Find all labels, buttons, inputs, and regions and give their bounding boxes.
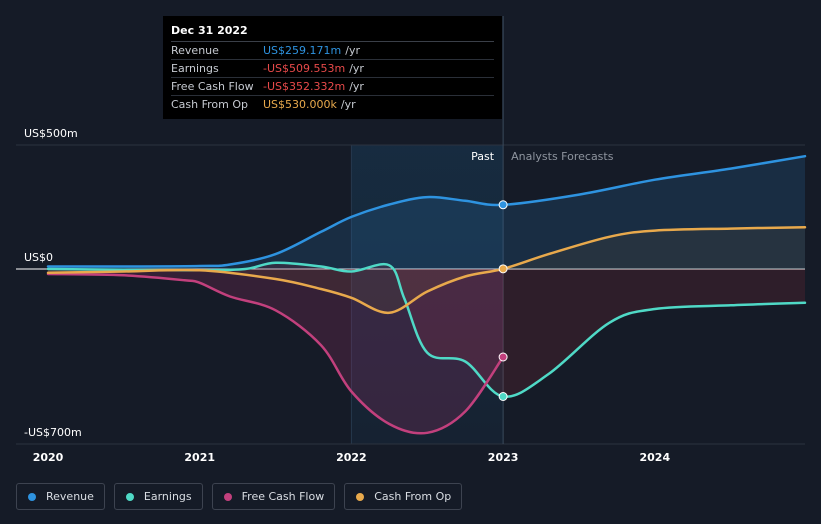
tooltip-unit: /yr bbox=[340, 98, 356, 111]
cash-from-op-line bbox=[46, 226, 807, 315]
revenue-dot-icon bbox=[28, 492, 36, 501]
legend-item-cash-from-op[interactable]: Cash From Op bbox=[344, 483, 463, 510]
earnings-marker[interactable] bbox=[498, 392, 508, 401]
tooltip-value: -US$352.332m bbox=[263, 80, 346, 93]
legend-label: Revenue bbox=[46, 490, 94, 503]
legend: Revenue Earnings Free Cash Flow Cash Fro… bbox=[16, 483, 471, 512]
tooltip-unit: /yr bbox=[349, 80, 364, 93]
free-cash-flow-line bbox=[46, 272, 505, 435]
earnings-line bbox=[46, 261, 807, 398]
earnings-dot-icon bbox=[125, 492, 134, 501]
revenue-area bbox=[48, 156, 805, 269]
tooltip-unit: /yr bbox=[345, 44, 360, 57]
x-tick-label: 2020 bbox=[33, 451, 64, 464]
tooltip-row-revenue: Revenue US$259.171m /yr bbox=[171, 42, 494, 60]
earnings-area bbox=[48, 262, 805, 397]
x-tick-label: 2024 bbox=[640, 451, 671, 464]
x-tick-label: 2022 bbox=[336, 451, 367, 464]
y-tick-label: US$500m bbox=[24, 127, 78, 140]
tooltip-label: Earnings bbox=[171, 62, 219, 75]
legend-item-revenue[interactable]: Revenue bbox=[16, 483, 105, 510]
revenue-marker[interactable] bbox=[498, 200, 508, 210]
free-cash-flow-area bbox=[48, 269, 504, 434]
free-cash-flow-dot-icon bbox=[223, 492, 232, 501]
tooltip-value: US$259.171m bbox=[263, 44, 342, 57]
tooltip-value: US$530.000k bbox=[263, 98, 337, 111]
legend-item-earnings[interactable]: Earnings bbox=[113, 483, 203, 510]
revenue-line bbox=[46, 154, 807, 268]
tooltip-row-free-cash-flow: Free Cash Flow -US$352.332m /yr bbox=[171, 78, 494, 96]
tooltip-row-earnings: Earnings -US$509.553m /yr bbox=[171, 60, 494, 78]
tooltip-label: Free Cash Flow bbox=[171, 80, 254, 93]
tooltip-date: Dec 31 2022 bbox=[171, 24, 494, 42]
cash-from-op-area bbox=[48, 227, 805, 313]
legend-label: Cash From Op bbox=[374, 490, 452, 503]
x-tick-label: 2021 bbox=[184, 451, 215, 464]
x-tick-label: 2023 bbox=[488, 451, 519, 464]
y-tick-label: -US$700m bbox=[24, 426, 82, 439]
tooltip-label: Revenue bbox=[171, 44, 219, 57]
tooltip-row-cash-from-op: Cash From Op US$530.000k /yr bbox=[171, 96, 494, 113]
free-cash-flow-marker[interactable] bbox=[498, 352, 508, 362]
legend-item-free-cash-flow[interactable]: Free Cash Flow bbox=[211, 483, 336, 510]
legend-label: Earnings bbox=[143, 490, 192, 503]
tooltip-unit: /yr bbox=[349, 62, 364, 75]
y-tick-label: US$0 bbox=[24, 251, 53, 264]
tooltip-value: -US$509.553m bbox=[263, 62, 346, 75]
tooltip: Dec 31 2022 Revenue US$259.171m /yr Earn… bbox=[163, 16, 502, 119]
forecast-label: Analysts Forecasts bbox=[511, 150, 614, 163]
cash-from-op-marker[interactable] bbox=[498, 264, 508, 274]
cash-from-op-dot-icon bbox=[356, 492, 365, 501]
past-label: Past bbox=[471, 150, 495, 163]
legend-label: Free Cash Flow bbox=[241, 490, 325, 503]
tooltip-label: Cash From Op bbox=[171, 98, 249, 111]
